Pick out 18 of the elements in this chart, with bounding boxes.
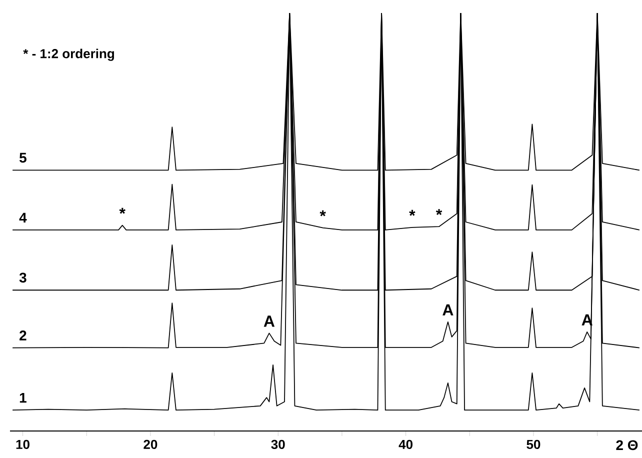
annotation: *: [320, 210, 326, 216]
annotation: A: [264, 316, 275, 327]
series-label: 2: [20, 330, 26, 340]
x-tick-label: 20: [144, 440, 158, 450]
annotation: *: [436, 209, 442, 216]
x-tick-label: 40: [398, 440, 413, 450]
annotation: *: [119, 208, 126, 214]
x-tick-label: 30: [271, 440, 285, 450]
x-axis-title: 2 Θ: [616, 440, 638, 450]
series-label: 1: [20, 392, 26, 403]
x-tick-label: 10: [16, 440, 30, 450]
series-label: 3: [19, 272, 26, 283]
series-label: 5: [19, 152, 26, 163]
x-tick-label: 50: [526, 440, 540, 450]
series-label: 4: [19, 212, 27, 222]
annotation: *: [409, 210, 416, 216]
annotation: * - 1:2 ordering: [23, 48, 114, 61]
annotation: A: [442, 304, 454, 316]
